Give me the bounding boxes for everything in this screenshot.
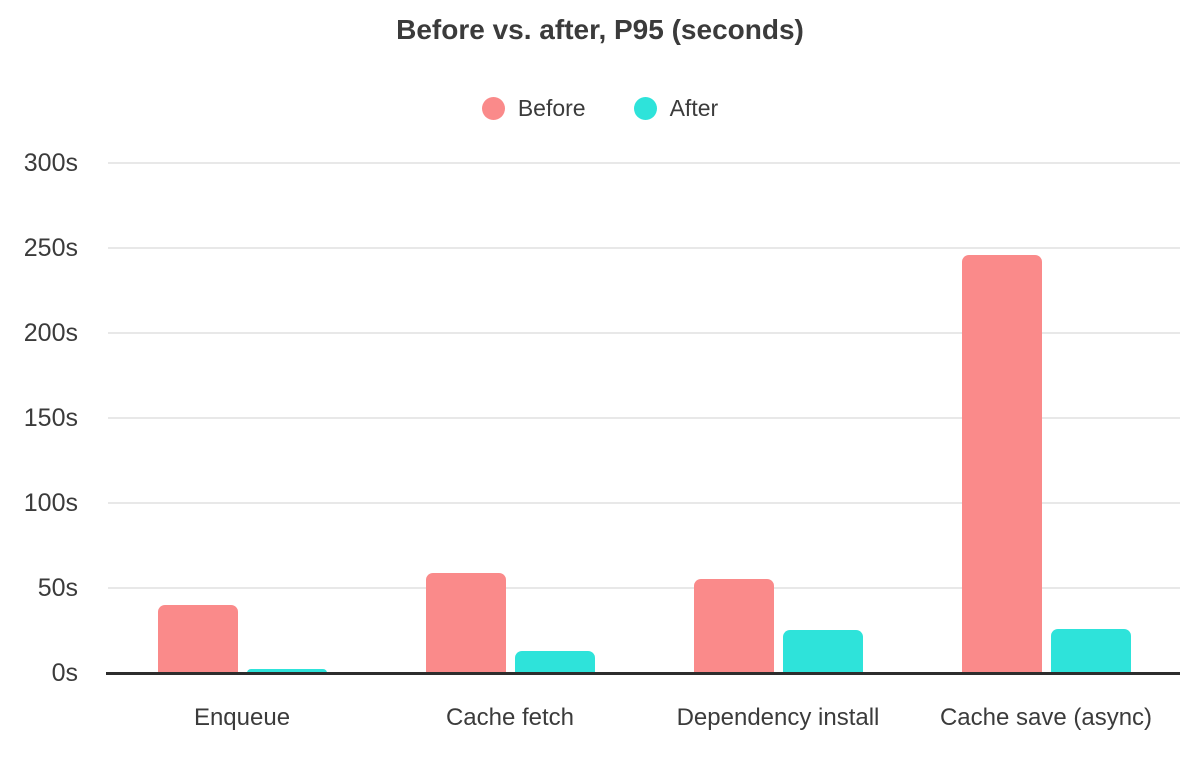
gridline (108, 247, 1180, 249)
gridline (108, 162, 1180, 164)
bars-row (108, 163, 1180, 673)
x-axis-labels: Enqueue Cache fetch Dependency install Cach… (108, 703, 1180, 733)
gridline (108, 332, 1180, 334)
y-axis-tick-label: 300s (23, 149, 78, 177)
bar-group-3 (644, 163, 912, 673)
bar-after (782, 630, 863, 673)
legend-swatch-icon (633, 97, 657, 120)
gridline (108, 417, 1180, 419)
bar-after (514, 651, 595, 673)
x-axis-category-label: Cache fetch (445, 704, 575, 731)
y-axis-tick-label: 150s (23, 404, 78, 432)
bar-after (246, 669, 327, 673)
y-axis-tick-label: 200s (23, 319, 78, 347)
bar-group-1 (108, 163, 376, 673)
legend-swatch-icon (481, 97, 505, 120)
legend-item-after[interactable]: After (633, 95, 719, 122)
legend-label: After (669, 95, 719, 121)
bar-before (425, 573, 506, 673)
chart-title: Before vs. after, P95 (seconds) (396, 14, 804, 45)
gridline (108, 502, 1180, 504)
x-axis-category-label: Cache save (async) (939, 704, 1153, 731)
bar-after (1050, 629, 1131, 673)
x-axis-category-label: Dependency install (676, 704, 880, 731)
chart-legend: Before After (0, 95, 1200, 122)
y-axis-tick-label: 0s (51, 659, 78, 687)
y-axis-tick-label: 50s (37, 574, 78, 602)
bar-before (693, 579, 774, 673)
x-axis-line (106, 672, 1180, 675)
bar-before (157, 605, 238, 673)
x-axis-category-label: Enqueue (193, 704, 291, 731)
y-axis-tick-label: 100s (23, 489, 78, 517)
legend-item-before[interactable]: Before (481, 95, 586, 122)
y-axis-tick-label: 250s (23, 234, 78, 262)
gridline (108, 587, 1180, 589)
bar-group-2 (376, 163, 644, 673)
legend-label: Before (517, 95, 586, 121)
bar-before (961, 255, 1042, 673)
bar-group-4 (912, 163, 1180, 673)
